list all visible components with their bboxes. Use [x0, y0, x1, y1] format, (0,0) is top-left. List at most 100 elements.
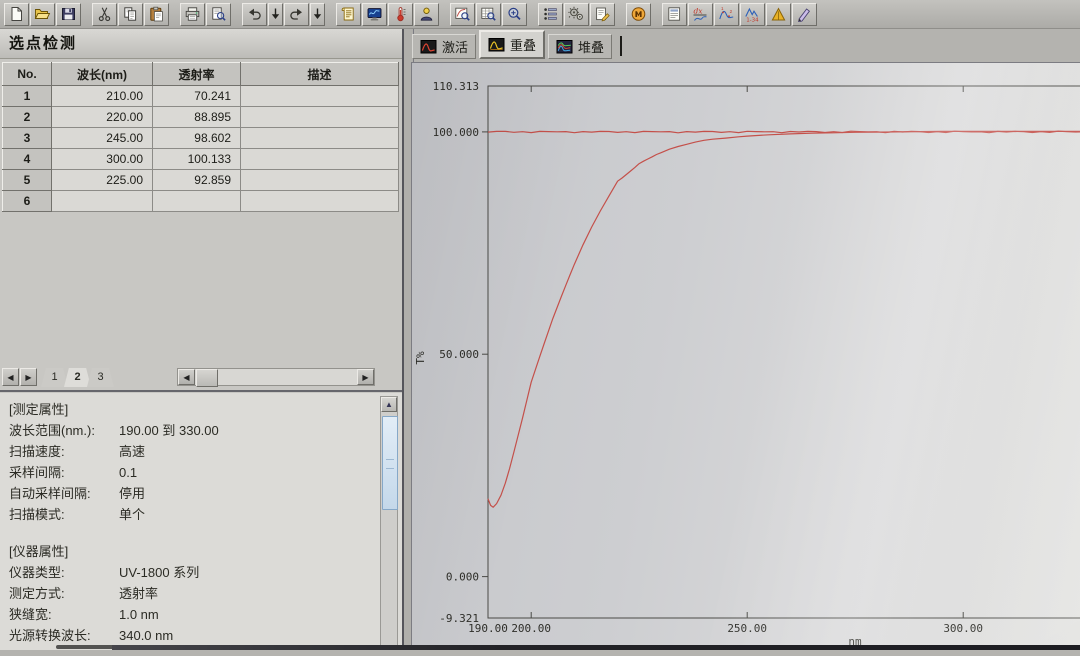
method-script-icon: [340, 6, 357, 22]
transmittance-cell[interactable]: 92.859: [152, 169, 241, 191]
table-row[interactable]: 6: [2, 190, 399, 212]
baseline-correction-button[interactable]: [388, 2, 413, 26]
scrollbar-thumb[interactable]: [196, 369, 218, 387]
property-row: 扫描速度: 高速: [9, 441, 402, 462]
derivative-dx-button[interactable]: dx: [688, 2, 713, 26]
spectrum-red-icon: [420, 39, 437, 55]
new-file-button[interactable]: [4, 2, 29, 26]
connect-user-icon: [418, 6, 435, 22]
wavelength-cell[interactable]: 220.00: [51, 106, 153, 128]
property-value: 1.0 nm: [119, 607, 159, 622]
paste-button[interactable]: [144, 2, 169, 26]
chart-tab-stack[interactable]: 堆叠: [548, 34, 613, 59]
print-button[interactable]: [180, 2, 205, 26]
undo-button[interactable]: [242, 2, 267, 26]
cut-button[interactable]: [92, 2, 117, 26]
zoom-graph-button[interactable]: [450, 2, 475, 26]
page-tab-1[interactable]: 1: [41, 368, 68, 387]
settings-gears-button[interactable]: [564, 2, 589, 26]
wavelength-cell[interactable]: 225.00: [51, 169, 153, 191]
points-table: No. 波长(nm) 透射率 描述 1 210.00 70.241 2 220.00 88.89…: [2, 62, 399, 212]
property-label: 扫描模式:: [9, 507, 65, 522]
table-row[interactable]: 5 225.00 92.859: [2, 169, 399, 191]
transmittance-cell[interactable]: [152, 190, 241, 212]
open-file-button[interactable]: [30, 2, 55, 26]
props-section-header: [仪器属性]: [9, 544, 69, 559]
scroll-left-button[interactable]: [178, 369, 195, 385]
photometer-button[interactable]: [362, 2, 387, 26]
peak-pick-134-button[interactable]: 1-34: [740, 2, 765, 26]
description-cell[interactable]: [240, 85, 399, 107]
toolbar-group: [242, 2, 326, 26]
chart-tab-overlay[interactable]: 重叠: [479, 30, 546, 59]
property-value: 停用: [119, 486, 146, 501]
table-row[interactable]: 3 245.00 98.602: [2, 127, 399, 149]
description-cell[interactable]: [240, 148, 399, 170]
properties-edit-button[interactable]: [590, 2, 615, 26]
zoom-sheet-button[interactable]: [476, 2, 501, 26]
annotate-pen-button[interactable]: [792, 2, 817, 26]
m-badge-button[interactable]: [626, 2, 651, 26]
page-tab-3[interactable]: 3: [87, 368, 114, 387]
transmittance-cell[interactable]: 100.133: [152, 148, 241, 170]
table-row[interactable]: 2 220.00 88.895: [2, 106, 399, 128]
y-tick-label: 100.000: [433, 126, 479, 139]
print-preview-button[interactable]: [206, 2, 231, 26]
horizontal-scrollbar[interactable]: [177, 368, 375, 387]
photometer-icon: [366, 6, 383, 22]
peak-area-button[interactable]: [766, 2, 791, 26]
open-file-icon: [34, 6, 51, 22]
wavelength-cell[interactable]: 245.00: [51, 127, 153, 149]
redo-button[interactable]: [284, 2, 309, 26]
description-cell[interactable]: [240, 106, 399, 128]
description-cell[interactable]: [240, 190, 399, 212]
transmittance-cell[interactable]: 88.895: [152, 106, 241, 128]
copy-button[interactable]: [118, 2, 143, 26]
table-row[interactable]: 1 210.00 70.241: [2, 85, 399, 107]
transmittance-cell[interactable]: 70.241: [152, 85, 241, 107]
scrollbar-thumb[interactable]: [382, 416, 398, 510]
data-print-button[interactable]: [538, 2, 563, 26]
description-cell[interactable]: [240, 127, 399, 149]
scroll-right-button[interactable]: [357, 369, 374, 385]
save-file-button[interactable]: [56, 2, 81, 26]
undo-dropdown-button[interactable]: [268, 2, 283, 26]
scroll-up-button[interactable]: [381, 397, 397, 412]
property-value: UV-1800 系列: [119, 565, 200, 580]
x-tick-label: 200.00: [511, 622, 551, 635]
report-table-button[interactable]: [662, 2, 687, 26]
tab-nav-prev-button[interactable]: [2, 368, 19, 386]
text-cursor: [620, 36, 623, 56]
page-tab-2[interactable]: 2: [64, 368, 91, 387]
chart-tab-active[interactable]: 激活: [412, 34, 477, 59]
description-cell[interactable]: [240, 169, 399, 191]
points-table-body: 1 210.00 70.241 2 220.00 88.895 3 245.00 98.602 4…: [2, 85, 399, 212]
data-print-icon: [542, 6, 559, 22]
tab-nav-next-button[interactable]: [20, 368, 37, 386]
screen-bottom-edge: [112, 645, 1080, 650]
wavelength-cell[interactable]: 210.00: [51, 85, 153, 107]
connect-user-button[interactable]: [414, 2, 439, 26]
undo-icon: [246, 6, 263, 22]
transmittance-cell[interactable]: 98.602: [152, 127, 241, 149]
wavelength-cell[interactable]: [51, 190, 153, 212]
table-row[interactable]: 4 300.00 100.133: [2, 148, 399, 170]
zoom-custom-button[interactable]: [502, 2, 527, 26]
redo-dropdown-button[interactable]: [310, 2, 325, 26]
annotate-pen-icon: [796, 6, 813, 22]
panel-title: 选点检测: [0, 29, 402, 59]
copy-icon: [122, 6, 139, 22]
redo-icon: [288, 6, 305, 22]
spectrum-plot[interactable]: 190.00 200.00 250.00 300.00 110.313 100.000 50…: [412, 63, 1080, 651]
panel-separator: [0, 390, 402, 392]
property-label: 采样间隔:: [9, 465, 65, 480]
wavelength-cell[interactable]: 300.00: [51, 148, 153, 170]
toolbar-group: [626, 2, 652, 26]
vertical-scrollbar[interactable]: [380, 396, 398, 646]
y-tick-label: 110.313: [433, 80, 479, 93]
method-script-button[interactable]: [336, 2, 361, 26]
row-number-cell: 2: [2, 106, 52, 128]
